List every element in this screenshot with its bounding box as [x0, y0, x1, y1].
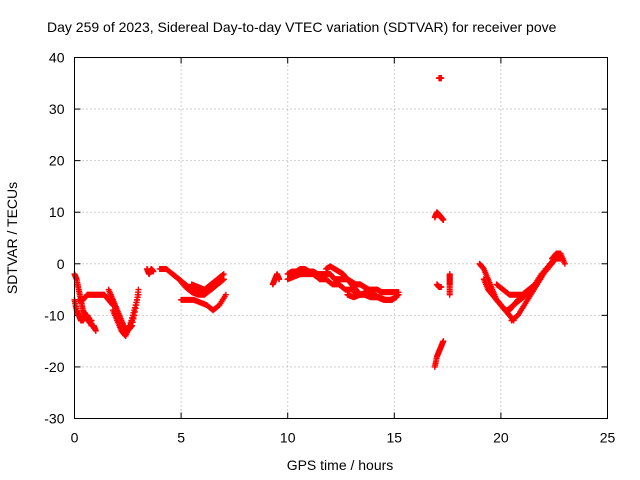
data-point — [131, 312, 138, 319]
y-tick-label: -10 — [44, 307, 64, 323]
grid-lines — [74, 57, 608, 419]
x-tick-label: 15 — [387, 430, 403, 446]
x-tick-label: 25 — [600, 430, 616, 446]
data-point — [440, 216, 447, 223]
data-point — [220, 276, 227, 283]
y-tick-label: 0 — [57, 256, 65, 272]
data-point — [219, 271, 226, 278]
y-tick-label: 10 — [49, 204, 65, 220]
y-tick-label: 30 — [49, 101, 65, 117]
x-tick-label: 20 — [493, 430, 509, 446]
y-tick-label: 20 — [49, 153, 65, 169]
data-point — [222, 291, 229, 298]
x-tick-label: 10 — [280, 430, 296, 446]
chart-title: Day 259 of 2023, Sidereal Day-to-day VTE… — [47, 19, 557, 35]
y-tick-label: -30 — [44, 411, 64, 427]
data-point — [88, 317, 95, 324]
data-point — [135, 286, 142, 293]
plot-border — [74, 57, 608, 419]
data-point — [395, 291, 402, 298]
data-point — [394, 292, 401, 299]
y-tick-label: 40 — [49, 50, 65, 66]
data-point — [446, 291, 453, 298]
data-points — [71, 75, 568, 370]
x-tick-label: 0 — [71, 430, 79, 446]
data-point — [219, 277, 226, 284]
data-point — [438, 283, 445, 290]
data-point — [440, 338, 447, 345]
y-axis-label: SDTVAR / TECUs — [4, 181, 20, 295]
axis-ticks — [74, 57, 608, 419]
data-point — [561, 260, 568, 267]
data-point — [132, 305, 139, 312]
tick-labels: 0 5 10 15 20 25 -30 -20 -10 0 10 20 30 40 — [44, 50, 615, 446]
y-tick-label: -20 — [44, 359, 64, 375]
data-point — [438, 75, 445, 82]
x-axis-label: GPS time / hours — [286, 457, 394, 473]
data-point — [220, 271, 227, 278]
data-point — [276, 276, 283, 283]
data-point — [150, 268, 157, 275]
data-point — [92, 327, 99, 334]
x-tick-label: 5 — [177, 430, 185, 446]
data-point — [131, 308, 138, 315]
